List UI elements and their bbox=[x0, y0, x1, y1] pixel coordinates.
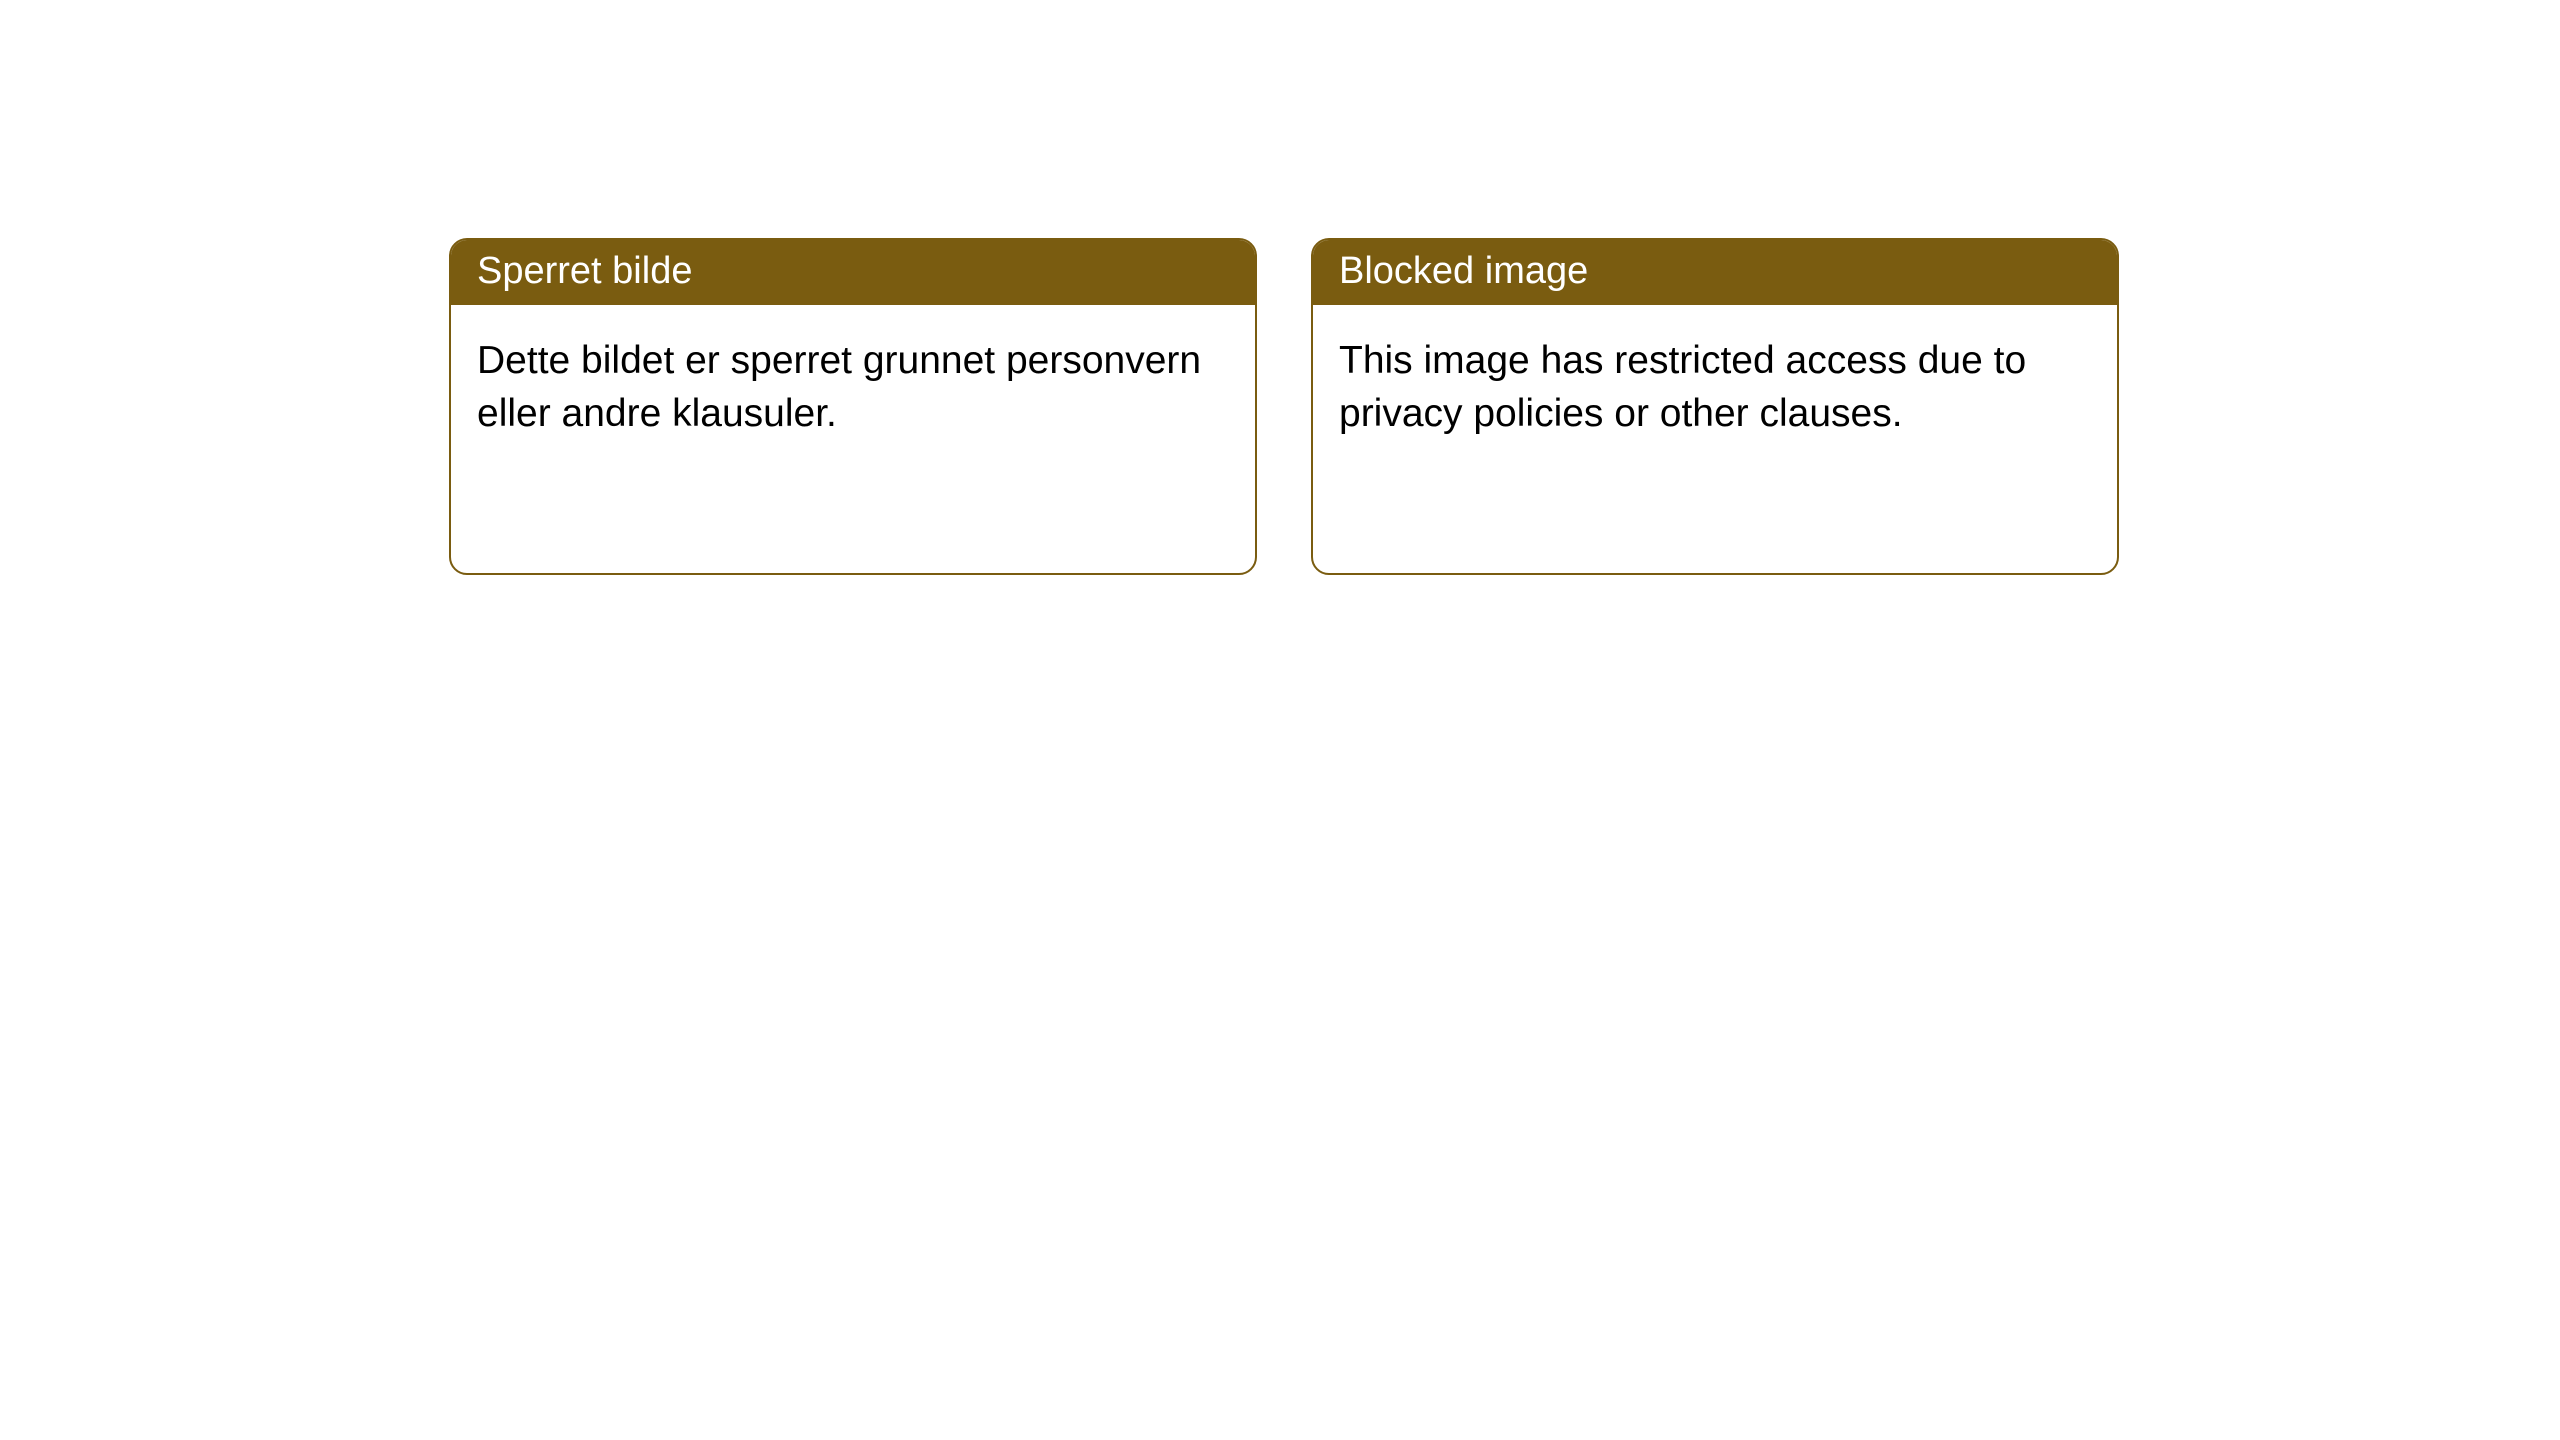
notice-card-english: Blocked image This image has restricted … bbox=[1311, 238, 2119, 575]
notice-card-body: This image has restricted access due to … bbox=[1313, 305, 2117, 470]
notice-card-title: Sperret bilde bbox=[451, 240, 1255, 305]
notice-container: Sperret bilde Dette bildet er sperret gr… bbox=[0, 0, 2560, 575]
notice-card-norwegian: Sperret bilde Dette bildet er sperret gr… bbox=[449, 238, 1257, 575]
notice-card-title: Blocked image bbox=[1313, 240, 2117, 305]
notice-card-body: Dette bildet er sperret grunnet personve… bbox=[451, 305, 1255, 470]
